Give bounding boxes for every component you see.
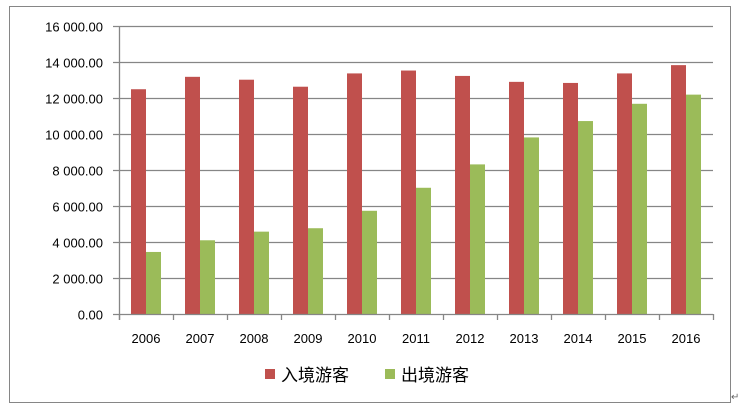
bar-outbound-2015	[632, 103, 647, 314]
y-tick-label: 10 000.00	[45, 128, 103, 143]
y-tick-label: 8 000.00	[52, 164, 103, 179]
bar-inbound-2014	[563, 82, 578, 314]
bar-inbound-2016	[671, 65, 686, 314]
y-tick-label: 0.00	[78, 308, 103, 323]
bar-outbound-2014	[578, 121, 593, 314]
bar-outbound-2009	[308, 228, 323, 314]
bar-outbound-2008	[254, 231, 269, 314]
bar-inbound-2012	[455, 75, 470, 314]
x-tick-label: 2007	[186, 331, 215, 346]
y-tick-label: 2 000.00	[52, 272, 103, 287]
bar-inbound-2011	[401, 70, 416, 314]
x-axis-labels: 2006 2007 2008 2009 2010 2011 2012 2013 2014 2015…	[132, 331, 701, 346]
legend-label-inbound: 入境游客	[281, 366, 349, 385]
bar-inbound-2015	[617, 73, 632, 314]
legend-swatch-inbound	[265, 369, 275, 379]
y-tick-label: 12 000.00	[45, 92, 103, 107]
bar-inbound-2007	[185, 76, 200, 314]
bar-inbound-2010	[347, 73, 362, 314]
bar-outbound-2013	[524, 137, 539, 314]
bar-inbound-2008	[239, 79, 254, 314]
axes	[113, 26, 715, 320]
x-tick-label: 2011	[402, 331, 430, 346]
bar-outbound-2016	[686, 94, 701, 314]
x-tick-label: 2006	[132, 331, 161, 346]
bar-inbound-2006	[131, 89, 146, 314]
y-tick-label: 6 000.00	[52, 200, 103, 215]
x-tick-label: 2015	[618, 331, 647, 346]
legend: 入境游客 出境游客	[265, 366, 469, 385]
legend-swatch-outbound	[385, 369, 395, 379]
x-tick-label: 2013	[510, 331, 539, 346]
x-tick-label: 2012	[456, 331, 485, 346]
bars	[131, 65, 701, 314]
bar-outbound-2007	[200, 240, 215, 314]
bar-outbound-2006	[146, 251, 161, 314]
x-tick-label: 2008	[240, 331, 269, 346]
x-tick-label: 2010	[348, 331, 377, 346]
y-axis-labels: 0.00 2 000.00 4 000.00 6 000.00 8 000.00 10 0…	[45, 20, 103, 323]
bar-outbound-2012	[470, 164, 485, 314]
bar-inbound-2009	[293, 86, 308, 314]
y-tick-label: 4 000.00	[52, 236, 103, 251]
paragraph-mark-icon: ↵	[731, 392, 740, 403]
y-tick-label: 16 000.00	[45, 20, 103, 35]
chart-frame: 0.00 2 000.00 4 000.00 6 000.00 8 000.00 10 0…	[9, 6, 731, 403]
x-tick-label: 2009	[294, 331, 323, 346]
bar-chart: 0.00 2 000.00 4 000.00 6 000.00 8 000.00 10 0…	[45, 20, 715, 385]
bar-inbound-2013	[509, 81, 524, 314]
bar-outbound-2011	[416, 187, 431, 314]
x-tick-label: 2016	[672, 331, 701, 346]
bar-outbound-2010	[362, 210, 377, 314]
y-tick-label: 14 000.00	[45, 56, 103, 71]
legend-label-outbound: 出境游客	[401, 366, 469, 385]
x-tick-label: 2014	[564, 331, 593, 346]
